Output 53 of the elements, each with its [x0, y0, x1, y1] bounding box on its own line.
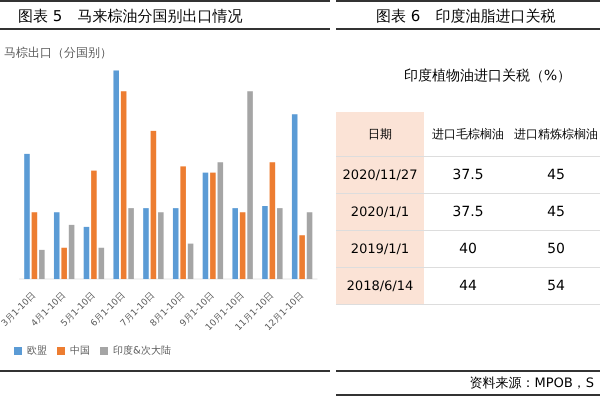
legend-label: 中国: [70, 344, 90, 357]
bar: [32, 212, 38, 280]
bar: [299, 235, 305, 280]
category-label: 2020/1/1: [350, 204, 410, 220]
bar: [247, 91, 253, 280]
text: 图表 6 印度油脂进口关税: [336, 0, 600, 30]
bar: [150, 130, 156, 280]
bar: [306, 212, 312, 280]
category-label: 2019/1/1: [350, 242, 410, 256]
text: 50: [547, 241, 565, 257]
legend-label: 印度&次大陆: [113, 344, 171, 357]
bar: [240, 212, 246, 280]
bar: [98, 248, 104, 280]
bar: [91, 170, 97, 280]
bar: [158, 212, 164, 280]
legend-label: 欧盟: [27, 344, 47, 357]
text: 40: [459, 241, 477, 257]
category-label: 进口精炼棕榈油: [512, 112, 600, 156]
bar: [292, 114, 298, 280]
bar: [180, 166, 186, 280]
text: 印度植物油进口关税（%）: [402, 67, 572, 86]
bar: [270, 162, 276, 280]
category-label: 日期: [336, 112, 424, 156]
category-label: 2018/6/14: [346, 278, 414, 294]
bar: [61, 248, 67, 280]
bar: [24, 154, 30, 280]
bar: [120, 91, 126, 280]
bar: [54, 212, 60, 280]
bar: [68, 224, 74, 280]
bar: [218, 162, 224, 280]
chart-title: 图表 5 马来棕油分国别出口情况: [0, 0, 330, 30]
bar: [232, 208, 238, 280]
bar: [210, 172, 216, 280]
text: 54: [547, 278, 565, 294]
chart-subtitle: 马棕出口（分国别）: [4, 45, 112, 60]
text: 45: [547, 204, 565, 220]
text: 资料来源：MPOB，S: [470, 376, 594, 391]
bar: [277, 208, 283, 280]
bar: [188, 244, 194, 280]
bar: [172, 208, 178, 280]
text: 45: [547, 167, 565, 183]
bar: [262, 206, 268, 280]
text: 37.5: [452, 167, 484, 183]
bar: [113, 70, 120, 280]
category-label: 2020/11/27: [342, 168, 418, 182]
bar: [84, 226, 90, 280]
bar: [202, 172, 208, 280]
bar: [143, 208, 149, 280]
bar: [128, 208, 134, 280]
bar: [39, 250, 45, 280]
category-label: 进口毛棕榈油: [424, 112, 512, 156]
text: 44: [459, 278, 477, 294]
text: 37.5: [452, 204, 484, 220]
